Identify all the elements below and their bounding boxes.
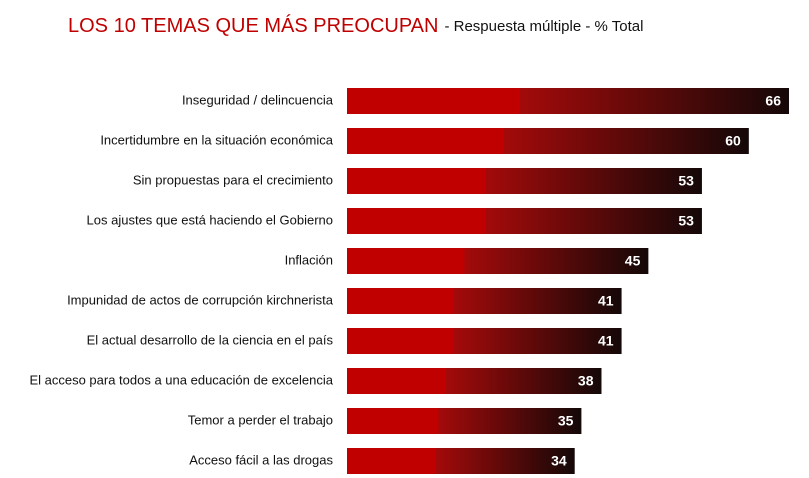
value-label: 53 xyxy=(678,213,694,229)
category-label: Inseguridad / delincuencia xyxy=(182,92,334,107)
value-label: 35 xyxy=(558,413,574,429)
subtitle: - Respuesta múltiple - % Total xyxy=(444,18,643,35)
bar xyxy=(347,168,702,194)
category-label: Sin propuestas para el crecimiento xyxy=(133,172,333,187)
value-label: 38 xyxy=(578,373,594,389)
bar xyxy=(347,288,622,314)
category-label: Acceso fácil a las drogas xyxy=(189,452,333,467)
value-label: 41 xyxy=(598,333,614,349)
category-label: El actual desarrollo de la ciencia en el… xyxy=(87,332,334,347)
bar xyxy=(347,128,749,154)
category-label: El acceso para todos a una educación de … xyxy=(29,372,333,387)
category-label: Incertidumbre en la situación económica xyxy=(100,132,333,147)
bar xyxy=(347,88,789,114)
bar xyxy=(347,248,649,274)
category-label: Los ajustes que está haciendo el Gobiern… xyxy=(87,212,333,227)
value-label: 34 xyxy=(551,453,567,469)
value-label: 45 xyxy=(625,253,641,269)
title: LOS 10 TEMAS QUE MÁS PREOCUPAN xyxy=(68,14,438,37)
bar xyxy=(347,368,602,394)
chart-title: LOS 10 TEMAS QUE MÁS PREOCUPAN - Respuest… xyxy=(68,14,643,37)
bar xyxy=(347,408,582,434)
bar xyxy=(347,328,622,354)
value-label: 66 xyxy=(765,93,781,109)
category-label: Inflación xyxy=(285,252,333,267)
bar xyxy=(347,208,702,234)
category-label: Temor a perder el trabajo xyxy=(188,412,333,427)
bar xyxy=(347,448,575,474)
value-label: 60 xyxy=(725,133,741,149)
value-label: 53 xyxy=(678,173,694,189)
category-label: Impunidad de actos de corrupción kirchne… xyxy=(67,292,334,307)
value-label: 41 xyxy=(598,293,614,309)
